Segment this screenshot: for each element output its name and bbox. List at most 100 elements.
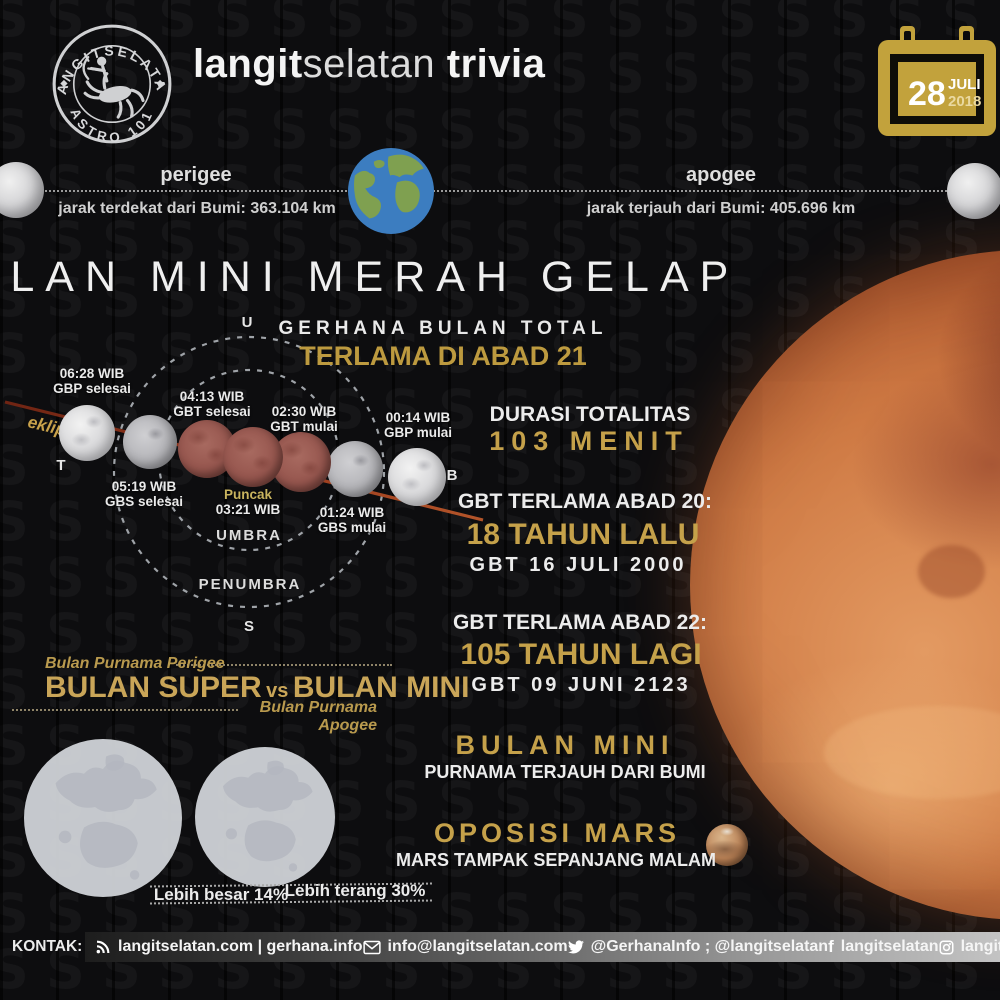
- contact-email-text: info@langitselatan.com: [387, 938, 568, 955]
- brightness-difference-label: Lebih terang 30%: [284, 881, 426, 900]
- instagram-icon: [939, 940, 954, 954]
- contact-email[interactable]: info@langitselatan.com: [362, 938, 568, 956]
- headline-main: TERLAMA DI ABAD 21: [299, 341, 587, 371]
- centaur-archer-icon: [82, 55, 145, 119]
- event-time: 06:28 WIB: [59, 366, 125, 381]
- abad22-label: GBT TERLAMA ABAD 22:: [453, 611, 707, 634]
- eclipse-event-peak: Puncak 03:21 WIB: [216, 487, 281, 517]
- eclipse-event: 00:14 WIB GBP mulai: [384, 410, 452, 440]
- bulan-mini-detail: PURNAMA TERJAUH DARI BUMI: [424, 762, 706, 782]
- event-label: GBS selesai: [104, 494, 184, 509]
- contact-website-text: langitselatan.com | gerhana.info: [118, 938, 363, 955]
- event-label: 03:21 WIB: [215, 502, 281, 517]
- moon-phase-gbs-start: [327, 441, 383, 497]
- rss-icon: [96, 940, 110, 954]
- compass-east: T: [56, 457, 66, 474]
- event-label: GBT mulai: [270, 419, 338, 434]
- moon-phase-gbp-end: [59, 405, 115, 461]
- langitselatan-logo: LANGITSELATAN ASTRO 101: [50, 22, 172, 145]
- kontak-label: KONTAK:: [12, 938, 83, 955]
- contact-bar: langitselatan.com | gerhana.info info@la…: [85, 932, 1000, 962]
- event-time: 05:19 WIB: [111, 479, 177, 494]
- comparison-perigee-caption: Bulan Purnama Perigee: [45, 655, 225, 672]
- contact-facebook-text: langitselatan: [840, 938, 939, 955]
- contact-instagram-text: langitselatanmedia: [960, 938, 1000, 955]
- event-label: GBP mulai: [383, 425, 453, 440]
- brand-bold: langit: [193, 42, 303, 86]
- logo-arc-top-text: LANGITSELATAN: [50, 22, 168, 96]
- comparison-title-left: BULAN SUPER: [45, 671, 262, 704]
- event-label: GBS mulai: [317, 520, 387, 535]
- email-icon: [362, 940, 381, 954]
- event-time: Puncak: [223, 487, 273, 502]
- comparison-title: BULAN SUPER vs BULAN MINI: [45, 671, 470, 705]
- calendar-year: 2018: [948, 93, 981, 110]
- calendar-day: 28: [908, 75, 946, 113]
- headline-top: GERHANA BULAN TOTAL: [278, 318, 608, 339]
- calendar-month: JULI: [948, 76, 981, 93]
- eclipse-event: 05:19 WIB GBS selesai: [105, 479, 183, 509]
- mini-moon-icon: [195, 747, 335, 887]
- abad22-detail: GBT 09 JUNI 2123: [471, 674, 691, 696]
- compass-west: B: [446, 467, 458, 484]
- penumbra-label: PENUMBRA: [198, 576, 302, 593]
- logo-arc-bottom-text: ASTRO 101: [67, 106, 152, 145]
- svg-text:LANGITSELATAN: LANGITSELATAN: [50, 22, 171, 96]
- event-label: GBP selesai: [53, 381, 131, 396]
- eclipse-event: 02:30 WIB GBT mulai: [270, 404, 338, 434]
- event-time: 00:14 WIB: [385, 410, 451, 425]
- moon-phase-gbp-start: [388, 448, 446, 506]
- compass-north: U: [241, 314, 253, 331]
- oposisi-mars-detail: MARS TAMPAK SEPANJANG MALAM: [396, 850, 716, 870]
- eclipse-event: 01:24 WIB GBS mulai: [318, 505, 386, 535]
- brand-light: selatan: [302, 42, 436, 86]
- main-title: BULAN MINI MERAH GELAP: [0, 253, 740, 301]
- super-moon-icon: [24, 739, 182, 897]
- abad22-value: 105 TAHUN LAGI: [460, 638, 702, 671]
- twitter-icon: [567, 940, 584, 954]
- size-difference-label: Lebih besar 14%: [153, 885, 289, 904]
- umbra-label: UMBRA: [216, 527, 282, 544]
- eclipse-event: 06:28 WIB GBP selesai: [53, 366, 131, 396]
- calendar-icon: 28 JULI 2018: [878, 26, 996, 136]
- comparison-title-right: BULAN MINI: [292, 671, 470, 704]
- facebook-icon: f: [828, 937, 834, 956]
- moon-phase-peak: [223, 427, 283, 487]
- abad20-label: GBT TERLAMA ABAD 20:: [458, 490, 712, 513]
- compass-south: S: [243, 618, 255, 635]
- perigee-label: perigee: [160, 164, 232, 186]
- dotted-divider: [176, 664, 392, 666]
- earth-icon: [348, 148, 434, 234]
- abad20-detail: GBT 16 JULI 2000: [469, 554, 687, 576]
- mars-icon: [706, 824, 748, 866]
- svg-text:ASTRO 101: ASTRO 101: [67, 106, 156, 145]
- apogee-label: apogee: [685, 164, 757, 186]
- duration-label: DURASI TOTALITAS: [489, 403, 691, 426]
- bulan-mini-title: BULAN MINI: [455, 730, 675, 760]
- moon-phase-gbs-end: [123, 415, 177, 469]
- perigee-detail: jarak terdekat dari Bumi: 363.104 km: [58, 200, 336, 217]
- apogee-detail: jarak terjauh dari Bumi: 405.696 km: [586, 200, 856, 217]
- contact-website[interactable]: langitselatan.com | gerhana.info: [95, 938, 363, 956]
- event-time: 01:24 WIB: [319, 505, 385, 520]
- abad20-value: 18 TAHUN LALU: [466, 518, 700, 551]
- contact-facebook[interactable]: f langitselatan: [828, 937, 938, 957]
- penumbra-circle: [112, 335, 386, 609]
- contact-instagram[interactable]: langitselatanmedia: [939, 938, 1000, 956]
- event-time: 04:13 WIB: [179, 389, 245, 404]
- duration-value: 103 MENIT: [489, 426, 689, 456]
- moon-perigee-icon: [0, 162, 44, 218]
- contact-twitter-text: @GerhanaInfo ; @langitselatan: [590, 938, 829, 955]
- dotted-divider: [12, 709, 238, 711]
- event-label: GBT selesai: [173, 404, 251, 419]
- comparison-title-vs: vs: [266, 680, 289, 702]
- orbit-dotted-line: [38, 190, 998, 192]
- page-title: langitselatan trivia: [193, 42, 545, 87]
- oposisi-mars-title: OPOSISI MARS: [433, 818, 681, 848]
- brand-suffix: trivia: [446, 42, 546, 86]
- moon-apogee-icon: [947, 163, 1000, 219]
- contact-twitter[interactable]: @GerhanaInfo ; @langitselatan: [567, 938, 829, 956]
- eclipse-event: 04:13 WIB GBT selesai: [173, 389, 250, 419]
- comparison-apogee-caption: Bulan Purnama Apogee: [259, 699, 377, 734]
- event-time: 02:30 WIB: [271, 404, 337, 419]
